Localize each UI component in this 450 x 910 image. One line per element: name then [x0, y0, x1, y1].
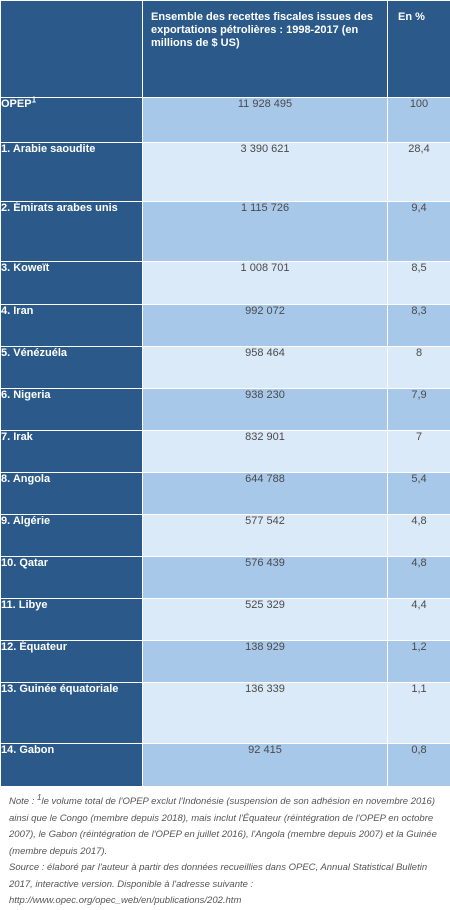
table-row: 1. Arabie saoudite 3 390 621 28,4	[1, 143, 450, 202]
table-header-row: Ensemble des recettes fiscales issues de…	[1, 1, 450, 98]
header-country	[1, 1, 143, 98]
row-value: 992 072	[143, 305, 388, 347]
table-body: OPEP1 11 928 495 100 1. Arabie saoudite …	[1, 98, 450, 787]
row-name: 14. Gabon	[1, 744, 143, 787]
table-row: 10. Qatar 576 439 4,8	[1, 557, 450, 599]
row-percent: 1,1	[388, 683, 450, 744]
row-value: 644 788	[143, 473, 388, 515]
row-name: 8. Angola	[1, 473, 143, 515]
footnote-marker: 1	[32, 95, 36, 104]
table-row: 7. Irak 832 901 7	[1, 431, 450, 473]
row-value: 1 115 726	[143, 202, 388, 262]
table-row: 14. Gabon 92 415 0,8	[1, 744, 450, 787]
row-name: 11. Libye	[1, 599, 143, 641]
table-row: 8. Angola 644 788 5,4	[1, 473, 450, 515]
row-value: 577 542	[143, 515, 388, 557]
table-note: Note : 1le volume total de l'OPEP exclut…	[0, 788, 450, 892]
row-value: 3 390 621	[143, 143, 388, 202]
row-value: 92 415	[143, 744, 388, 787]
row-name: 9. Algérie	[1, 515, 143, 557]
row-value: 576 439	[143, 557, 388, 599]
row-percent: 8,5	[388, 262, 450, 305]
row-name: 6. Nigeria	[1, 389, 143, 431]
table-row: 6. Nigeria 938 230 7,9	[1, 389, 450, 431]
row-percent: 7	[388, 431, 450, 473]
source-paragraph: Source : élaboré par l'auteur à partir d…	[9, 860, 440, 910]
row-value: 958 464	[143, 347, 388, 389]
row-percent: 4,8	[388, 515, 450, 557]
row-name: 13. Guinée équatoriale	[1, 683, 143, 744]
row-name: 3. Koweït	[1, 262, 143, 305]
row-value: 136 339	[143, 683, 388, 744]
row-name: 2. Émirats arabes unis	[1, 202, 143, 262]
row-name: 4. Iran	[1, 305, 143, 347]
table-row: 2. Émirats arabes unis 1 115 726 9,4	[1, 202, 450, 262]
row-value: 138 929	[143, 641, 388, 683]
table-row: 5. Vénézuéla 958 464 8	[1, 347, 450, 389]
table-row: 9. Algérie 577 542 4,8	[1, 515, 450, 557]
row-value: 938 230	[143, 389, 388, 431]
table-row: 12. Équateur 138 929 1,2	[1, 641, 450, 683]
row-percent: 9,4	[388, 202, 450, 262]
note-paragraph: Note : 1le volume total de l'OPEP exclut…	[9, 794, 440, 860]
row-value: 11 928 495	[143, 98, 388, 143]
row-percent: 8,3	[388, 305, 450, 347]
row-percent: 4,4	[388, 599, 450, 641]
row-name: 10. Qatar	[1, 557, 143, 599]
note-prefix: Note :	[9, 796, 37, 807]
row-percent: 28,4	[388, 143, 450, 202]
table-row: 11. Libye 525 329 4,4	[1, 599, 450, 641]
row-value: 1 008 701	[143, 262, 388, 305]
row-value: 525 329	[143, 599, 388, 641]
row-percent: 7,9	[388, 389, 450, 431]
row-name: OPEP1	[1, 98, 143, 143]
row-percent: 100	[388, 98, 450, 143]
row-percent: 8	[388, 347, 450, 389]
row-percent: 4,8	[388, 557, 450, 599]
row-name: 5. Vénézuéla	[1, 347, 143, 389]
table-row: 4. Iran 992 072 8,3	[1, 305, 450, 347]
row-name: 12. Équateur	[1, 641, 143, 683]
row-percent: 0,8	[388, 744, 450, 787]
row-name: 7. Irak	[1, 431, 143, 473]
row-percent: 1,2	[388, 641, 450, 683]
row-percent: 5,4	[388, 473, 450, 515]
table-row-opep-total: OPEP1 11 928 495 100	[1, 98, 450, 143]
row-value: 832 901	[143, 431, 388, 473]
table-row: 13. Guinée équatoriale 136 339 1,1	[1, 683, 450, 744]
oil-revenue-table: Ensemble des recettes fiscales issues de…	[0, 0, 450, 787]
row-name-text: OPEP	[1, 98, 32, 110]
header-percent: En %	[388, 1, 450, 98]
header-revenue: Ensemble des recettes fiscales issues de…	[143, 1, 388, 98]
table-row: 3. Koweït 1 008 701 8,5	[1, 262, 450, 305]
row-name: 1. Arabie saoudite	[1, 143, 143, 202]
note-text: le volume total de l'OPEP exclut l'Indon…	[9, 796, 437, 857]
